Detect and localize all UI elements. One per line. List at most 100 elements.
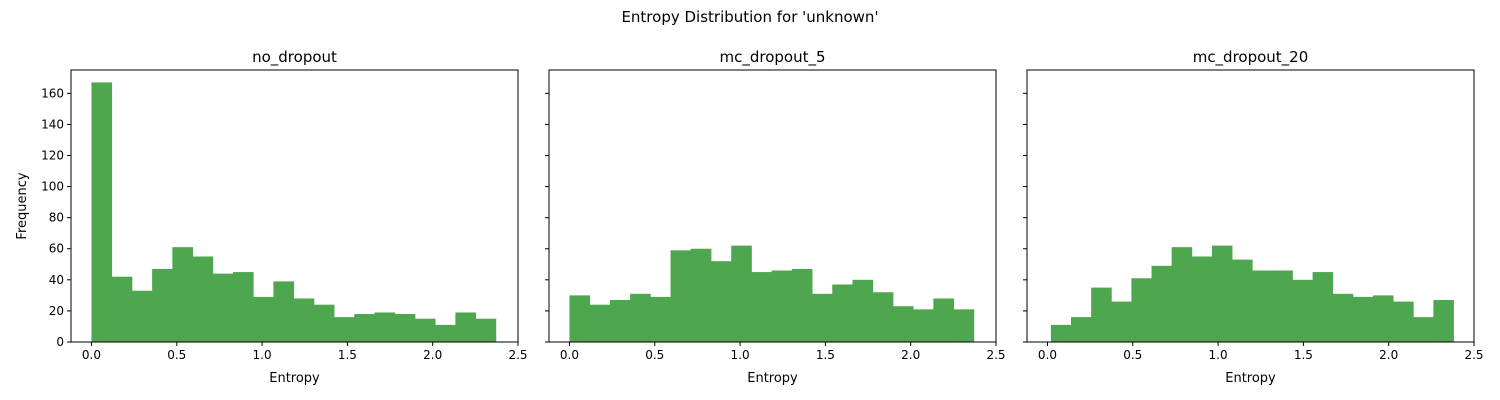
x-tick-label: 2.0	[1379, 348, 1398, 362]
histogram-bar	[475, 318, 497, 342]
histogram-bar	[1332, 293, 1354, 342]
histogram-bar	[1050, 324, 1072, 342]
histogram-bar	[455, 312, 477, 342]
histogram-bar	[1373, 295, 1394, 342]
x-axis-label: Entropy	[747, 371, 798, 386]
histogram-bar	[1131, 278, 1152, 342]
histogram-bar	[394, 314, 416, 342]
histogram-bar	[731, 245, 752, 342]
y-tick-label: 100	[41, 180, 64, 194]
y-tick-label: 40	[49, 273, 64, 287]
plot-frame	[1026, 69, 1475, 343]
histogram-bar	[569, 295, 591, 342]
histogram-bar	[1151, 265, 1173, 342]
y-tick-label: 20	[49, 304, 64, 318]
histogram-bar	[313, 304, 335, 342]
histogram-bar	[1352, 296, 1374, 342]
x-tick-label: 1.0	[731, 348, 750, 362]
y-tick-label: 120	[41, 148, 64, 162]
histogram-bar	[1211, 245, 1233, 342]
histogram-bar	[771, 270, 793, 342]
x-tick-label: 0.5	[167, 348, 186, 362]
x-tick-label: 2.0	[901, 348, 920, 362]
histogram-bar	[1191, 256, 1213, 342]
plot-frame	[548, 69, 997, 343]
figure-suptitle: Entropy Distribution for 'unknown'	[621, 8, 878, 26]
histogram-bar	[872, 292, 894, 342]
histogram-bar	[334, 317, 355, 342]
x-tick-label: 0.0	[82, 348, 101, 362]
x-tick-label: 1.5	[338, 348, 357, 362]
histogram-bar	[609, 300, 631, 342]
histogram-bar	[293, 298, 315, 342]
x-tick-label: 0.0	[1038, 348, 1057, 362]
panel-2: mc_dropout_5 0.0 0.5 1.0 1.5 2.0 2.5 Entropy	[545, 48, 1006, 386]
x-tick-label: 2.5	[508, 348, 527, 362]
panel-title: no_dropout	[252, 48, 337, 67]
histogram-bar	[630, 293, 651, 342]
histogram-bar	[1091, 287, 1112, 342]
histogram-bar	[374, 312, 396, 342]
histogram-bar	[791, 268, 813, 342]
histogram-bar	[1071, 317, 1092, 342]
x-axis-label: Entropy	[1225, 371, 1276, 386]
x-tick-label: 1.0	[1209, 348, 1228, 362]
histogram-bar	[273, 281, 295, 342]
histogram-bar	[91, 82, 113, 343]
histogram-bar	[650, 296, 671, 342]
panels: no_dropout 0.0 0.5 1.0 1.5 2.0 2.5 Entropy 0 20 40…	[15, 48, 1484, 386]
y-tick-label: 0	[56, 335, 64, 349]
panel-title: mc_dropout_20	[1193, 48, 1309, 67]
histogram-bars	[569, 245, 975, 342]
histogram-bar	[1433, 300, 1454, 342]
histogram-bar	[1292, 279, 1313, 342]
y-axis-label: Frequency	[15, 172, 30, 239]
histogram-bar	[152, 268, 173, 342]
histogram-bar	[212, 273, 234, 342]
histogram-bar	[1111, 301, 1132, 342]
x-tick-label: 2.0	[423, 348, 442, 362]
histogram-bar	[670, 250, 692, 342]
histogram-bar	[892, 306, 914, 342]
x-tick-label: 1.0	[253, 348, 272, 362]
histogram-bar	[1232, 259, 1253, 342]
histogram-bar	[1171, 247, 1193, 342]
histogram-bar	[751, 272, 773, 342]
x-tick-label: 0.0	[560, 348, 579, 362]
histogram-bar	[414, 318, 436, 342]
histogram-bar	[933, 298, 955, 342]
y-tick-label: 160	[41, 86, 64, 100]
histogram-bar	[710, 261, 732, 342]
y-tick-label: 80	[49, 211, 64, 225]
x-tick-label: 1.5	[816, 348, 835, 362]
histogram-bar	[690, 248, 712, 342]
panel-title: mc_dropout_5	[719, 48, 825, 67]
histogram-bar	[192, 256, 214, 342]
x-tick-label: 1.5	[1294, 348, 1313, 362]
histogram-bar	[435, 324, 456, 342]
histogram-bar	[111, 276, 133, 342]
histogram-bar	[1413, 317, 1434, 342]
x-tick-label: 0.5	[645, 348, 664, 362]
histogram-bar	[253, 296, 274, 342]
histogram-bar	[913, 309, 934, 342]
histogram-bars	[91, 82, 497, 343]
histogram-bar	[1393, 301, 1414, 342]
x-tick-label: 0.5	[1123, 348, 1142, 362]
histogram-bar	[812, 293, 833, 342]
histogram-bar	[172, 247, 193, 342]
histogram-bar	[953, 309, 975, 342]
histogram-bar	[232, 272, 254, 342]
histogram-bar	[1272, 270, 1293, 342]
histogram-bar	[1252, 270, 1273, 342]
histogram-bars	[1050, 245, 1454, 342]
histogram-bar	[354, 314, 375, 342]
x-axis-label: Entropy	[269, 371, 320, 386]
panel-1: no_dropout 0.0 0.5 1.0 1.5 2.0 2.5 Entropy 0 20 40…	[15, 48, 528, 386]
y-tick-label: 60	[49, 242, 64, 256]
x-tick-label: 2.5	[986, 348, 1005, 362]
panel-3: mc_dropout_20 0.0 0.5 1.0 1.5 2.0 2.5 Entropy	[1023, 48, 1484, 386]
plot-frame	[70, 69, 519, 343]
histogram-bar	[589, 304, 611, 342]
